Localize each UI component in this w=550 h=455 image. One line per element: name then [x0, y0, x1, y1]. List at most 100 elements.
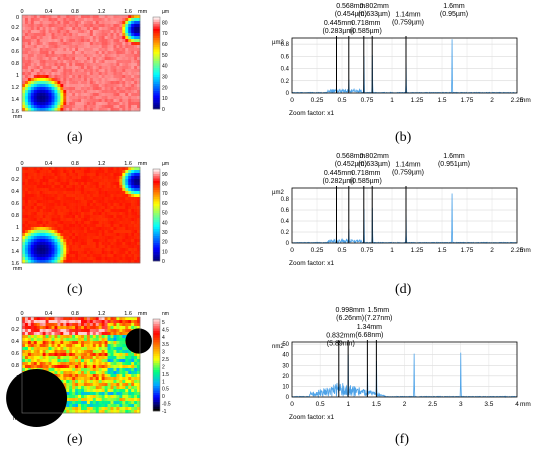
heatmap-cell	[66, 15, 70, 19]
heatmap-cell	[24, 84, 29, 88]
heatmap-cell	[86, 36, 91, 40]
heatmap-cell	[116, 84, 120, 88]
heatmap-cell	[78, 39, 82, 43]
heatmap-cell	[125, 200, 129, 204]
heatmap-cell	[60, 182, 64, 186]
heatmap-cell	[22, 21, 26, 25]
heatmap-cell	[110, 194, 114, 198]
heatmap-cell	[63, 341, 67, 345]
heatmap-cell	[98, 48, 102, 52]
heatmap-cell	[81, 182, 85, 186]
heatmap-cell	[48, 218, 52, 222]
heatmap-cell	[42, 215, 46, 219]
heatmap-cell	[48, 227, 52, 231]
heatmap-cell	[57, 215, 61, 219]
heatmap-cell	[83, 254, 88, 258]
heatmap-cell	[27, 69, 32, 73]
heatmap-cell	[128, 371, 132, 375]
heatmap-cell	[128, 108, 132, 112]
heatmap-cell	[131, 368, 135, 372]
heatmap-cell	[113, 365, 117, 369]
heatmap-cell	[128, 173, 132, 177]
heatmap-cell	[89, 21, 94, 25]
x-tick-label: 0	[20, 9, 23, 15]
heatmap-cell	[128, 167, 132, 171]
heatmap-cell	[60, 230, 64, 234]
y-tick-label: 0	[286, 395, 290, 401]
heatmap-cell	[22, 320, 26, 324]
heatmap-cell	[131, 72, 135, 76]
heatmap-cell	[122, 224, 126, 228]
heatmap-cell	[78, 356, 82, 360]
heatmap-cell	[45, 344, 49, 348]
heatmap-cell	[54, 260, 58, 264]
heatmap-cell	[36, 167, 40, 171]
heatmap-cell	[92, 81, 97, 85]
heatmap-cell	[66, 329, 70, 333]
heatmap-cell	[101, 230, 105, 234]
heatmap-cell	[122, 260, 126, 264]
heatmap-cell	[95, 233, 99, 237]
colorbar-cell	[153, 376, 160, 380]
heatmap-cell	[60, 233, 64, 237]
heatmap-cell	[57, 39, 61, 43]
heatmap-cell	[98, 90, 102, 94]
heatmap-cell	[134, 72, 138, 76]
colorbar-cell	[153, 242, 160, 246]
heatmap-cell	[30, 359, 35, 363]
peak-annotation: (0.585µm)	[350, 28, 382, 35]
heatmap-cell	[131, 371, 135, 375]
heatmap-cell	[81, 248, 85, 252]
heatmap-cell	[95, 84, 99, 88]
heatmap-cell	[24, 248, 29, 252]
heatmap-cell	[81, 317, 85, 321]
heatmap-cell	[63, 90, 67, 94]
heatmap-cell	[131, 236, 135, 240]
heatmap-cell	[119, 227, 123, 231]
heatmap-cell	[116, 48, 120, 52]
heatmap-cell	[63, 245, 67, 249]
heatmap-cell	[75, 21, 79, 25]
heatmap-cell	[39, 224, 43, 228]
heatmap-cell	[98, 362, 102, 366]
heatmap-cell	[137, 170, 141, 174]
heatmap-cell	[104, 233, 108, 237]
heatmap-cell	[119, 21, 123, 25]
heatmap-cell	[78, 182, 82, 186]
spectrum-panel-1: 00.20.40.60.80 0.25 0.5 0.75 1 1.25 1.5 1.75 2 2.…	[272, 3, 531, 117]
heatmap-cell	[107, 185, 111, 189]
heatmap-cell	[101, 72, 105, 76]
heatmap-cell	[95, 317, 99, 321]
heatmap-cell	[69, 27, 73, 31]
heatmap-cell	[30, 356, 35, 360]
heatmap-cell	[104, 374, 108, 378]
heatmap-cell	[125, 254, 129, 258]
heatmap-cell	[48, 96, 52, 100]
heatmap-cell	[54, 227, 58, 231]
heatmap-cell	[48, 102, 52, 106]
heatmap-cell	[57, 69, 61, 73]
heatmap-cell	[30, 227, 35, 231]
peak-annotation: 0.998mm	[336, 307, 365, 314]
heatmap-cell	[48, 75, 52, 79]
heatmap-cell	[119, 338, 123, 342]
heatmap-cell	[119, 389, 123, 393]
heatmap-cell	[57, 230, 61, 234]
heatmap-cell	[125, 54, 129, 58]
heatmap-cell	[104, 209, 108, 213]
heatmap-cell	[107, 395, 111, 399]
heatmap-cell	[78, 365, 82, 369]
heatmap-cell	[116, 27, 120, 31]
spectrum-series	[291, 39, 518, 94]
x-tick-label: 1	[390, 247, 394, 254]
colorbar-cell	[153, 178, 160, 181]
heatmap-cell	[30, 179, 35, 183]
heatmap-cell	[113, 18, 117, 22]
heatmap-cell	[24, 57, 29, 61]
heatmap-cell	[92, 395, 97, 399]
heatmap-cell	[48, 54, 52, 58]
heatmap-cell	[110, 105, 114, 109]
heatmap-cell	[27, 236, 32, 240]
heatmap-cell	[92, 359, 97, 363]
heatmap-cell	[78, 407, 82, 411]
